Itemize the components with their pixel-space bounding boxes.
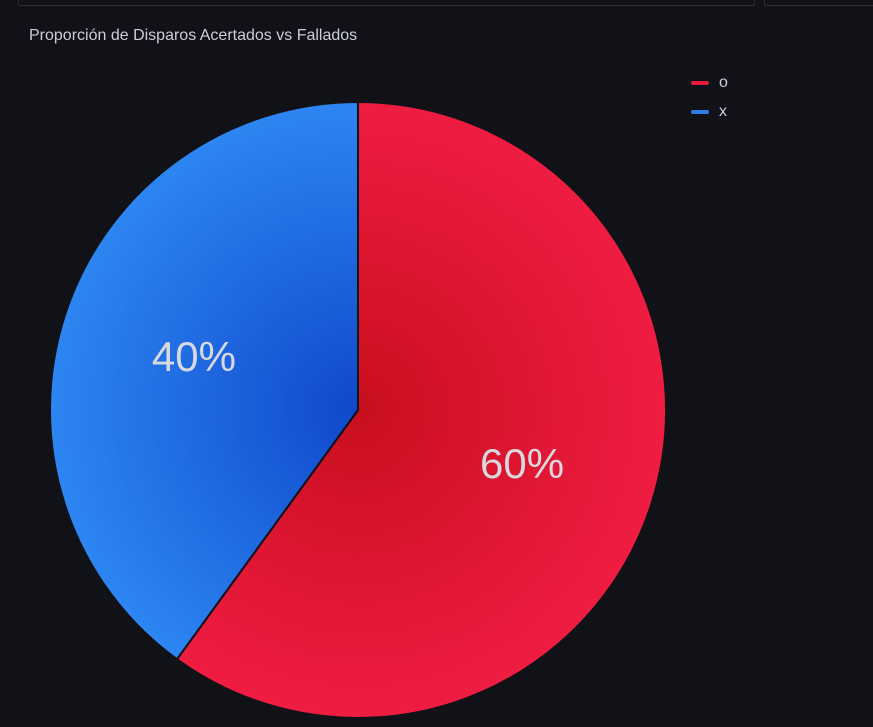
pie-slice-o[interactable] <box>175 101 667 719</box>
top-panel-edge-left <box>18 0 755 6</box>
legend-swatch-x <box>691 109 709 114</box>
legend-label-x: x <box>719 102 727 120</box>
legend-swatch-o <box>691 80 709 85</box>
legend-label-o: o <box>719 73 728 91</box>
chart-legend: o x <box>691 68 728 126</box>
legend-item-o[interactable]: o <box>691 68 728 97</box>
pie-label-o: 60% <box>480 440 564 487</box>
panel-title[interactable]: Proporción de Disparos Acertados vs Fall… <box>29 27 358 44</box>
legend-item-x[interactable]: x <box>691 97 728 126</box>
pie-slice-x[interactable] <box>49 101 359 661</box>
pie-label-x: 40% <box>152 333 236 380</box>
top-panel-edge-right <box>764 0 873 6</box>
